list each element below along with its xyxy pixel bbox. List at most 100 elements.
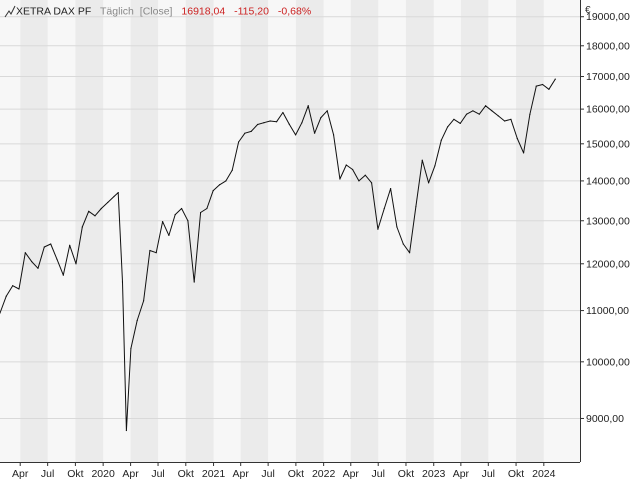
price-point (383, 207, 385, 210)
price-point (491, 110, 493, 112)
x-tick-label: Okt (67, 468, 83, 480)
quarter-band (185, 0, 214, 462)
quarter-band (516, 0, 544, 462)
quarter-band (75, 0, 104, 462)
quarter-band (0, 0, 21, 462)
quarter-band (405, 0, 434, 462)
price-point (282, 111, 284, 114)
price-point (0, 312, 1, 314)
y-tick-label: 15000,00 (586, 138, 630, 150)
price-point (535, 85, 537, 87)
price-point (81, 226, 83, 228)
price-point (117, 191, 119, 194)
y-axis-currency-label: € (585, 5, 591, 16)
price-point (370, 182, 373, 184)
instrument-name: XETRA DAX PF (16, 6, 91, 18)
price-point (62, 274, 64, 276)
x-tick-label: Apr (343, 468, 360, 480)
price-point (529, 113, 531, 115)
price-point (497, 115, 499, 117)
quarter-band (295, 0, 324, 462)
x-tick-label: Okt (398, 468, 414, 480)
price-point (161, 220, 164, 223)
quarter-band (460, 0, 489, 462)
x-tick-label: Jul (261, 468, 274, 480)
price-point (31, 260, 33, 263)
price-point (522, 152, 525, 154)
price-point (294, 134, 297, 136)
price-point (250, 130, 252, 133)
price-point (5, 295, 7, 297)
price-point (69, 244, 71, 246)
y-tick-label: 19000,00 (586, 11, 630, 23)
price-point (12, 285, 14, 287)
y-tick-label: 12000,00 (586, 258, 630, 270)
price-point (548, 88, 550, 90)
price-point (389, 188, 392, 190)
price-point (149, 249, 151, 252)
price-point (453, 118, 455, 120)
x-tick-label: Apr (12, 468, 29, 480)
price-point (130, 347, 132, 350)
price-point (446, 126, 449, 128)
price-point (107, 201, 109, 204)
x-tick-label: 2023 (422, 468, 446, 480)
price-point (320, 116, 322, 119)
x-tick-label: Apr (122, 468, 139, 480)
svg-text:XETRA DAX PF Täglich: XETRA DAX PF Täglich [Close] 16918,04 -1… (16, 6, 311, 18)
price-point (345, 164, 347, 166)
line-chart-icon (4, 5, 16, 18)
price-point (180, 207, 183, 210)
series-group (0, 78, 556, 432)
price-point (351, 168, 354, 171)
price-point (24, 252, 26, 254)
price-point (307, 105, 309, 107)
chart-header: XETRA DAX PF Täglich [Close] 16918,04 -1… (4, 5, 311, 18)
y-axis-ticks: 9000,00 10000,00 11000,00 12000,00 13000,00 1… (580, 11, 630, 425)
x-tick-label: Okt (508, 468, 524, 480)
price-point (313, 132, 316, 134)
price-point (332, 134, 335, 136)
interval-label: Täglich (100, 6, 134, 18)
y-tick-label: 18000,00 (586, 40, 630, 52)
price-point (358, 180, 360, 182)
quarter-band (240, 0, 269, 462)
price-point (237, 141, 240, 143)
price-point (199, 211, 202, 214)
price-point (174, 213, 176, 216)
price-point (37, 267, 39, 269)
y-tick-label: 11000,00 (586, 305, 629, 317)
x-tick-label: 2020 (91, 468, 115, 480)
price-point (364, 174, 366, 176)
price-point (415, 205, 417, 208)
price-point (484, 105, 487, 107)
y-tick-label: 9000,00 (586, 413, 624, 425)
price-change-percent: -0,68% (278, 6, 311, 18)
x-tick-label: 2022 (312, 468, 336, 480)
price-point (377, 228, 379, 230)
price-point (193, 281, 195, 283)
price-change: -115,20 (234, 6, 269, 18)
x-tick-label: Jul (482, 468, 495, 480)
price-point (113, 195, 115, 198)
price-point (427, 182, 430, 184)
price-point (75, 263, 77, 265)
price-point (516, 137, 518, 140)
price-point (187, 220, 189, 222)
price-point (136, 319, 138, 322)
price-point (339, 178, 341, 180)
price-point (155, 252, 157, 254)
price-point (542, 83, 544, 86)
quarter-band (20, 0, 48, 462)
x-tick-label: Okt (178, 468, 194, 480)
price-point (326, 110, 328, 112)
y-tick-label: 17000,00 (586, 71, 630, 83)
x-tick-label: Jul (372, 468, 385, 480)
quarter-band (350, 0, 379, 462)
price-point (168, 234, 170, 237)
price-point (288, 123, 290, 125)
x-tick-label: Jul (151, 468, 164, 480)
x-tick-label: Jul (41, 468, 54, 480)
price-point (510, 118, 512, 120)
price-point (142, 300, 145, 302)
